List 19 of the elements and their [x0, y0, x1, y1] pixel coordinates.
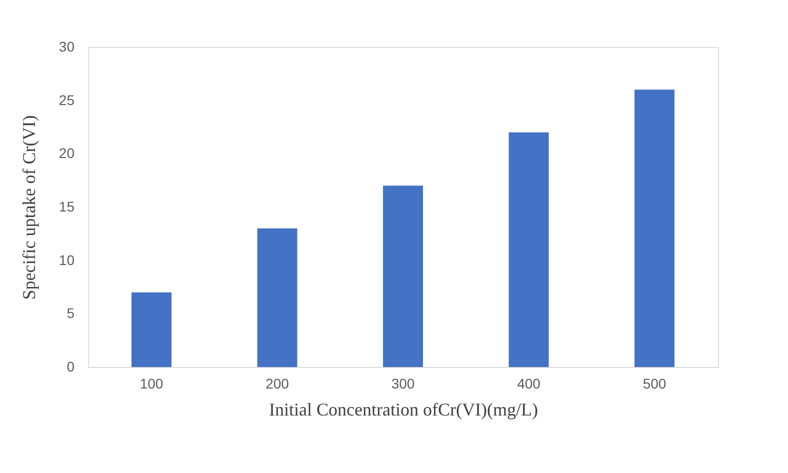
y-tick-label: 25 — [58, 92, 75, 108]
bar — [132, 292, 172, 367]
bar — [257, 228, 298, 367]
x-tick-label: 500 — [642, 376, 666, 392]
x-axis-title: Initial Concentration ofCr(VI)(mg/L) — [269, 400, 538, 420]
y-tick-label: 20 — [58, 145, 75, 162]
y-tick-label: 10 — [58, 252, 75, 268]
bar — [634, 90, 674, 367]
y-axis-title: Specific uptake of Cr(VI) — [18, 115, 39, 300]
bar — [383, 186, 423, 367]
x-tick-label: 200 — [266, 376, 290, 392]
bar — [508, 132, 549, 367]
x-tick-label: 400 — [517, 376, 541, 392]
y-tick-label: 15 — [58, 198, 75, 214]
x-tick-label: 100 — [140, 376, 164, 392]
y-tick-label: 30 — [58, 38, 75, 54]
y-tick-label: 0 — [66, 358, 75, 374]
x-tick-label: 300 — [391, 376, 415, 392]
y-tick-label: 5 — [66, 305, 75, 322]
